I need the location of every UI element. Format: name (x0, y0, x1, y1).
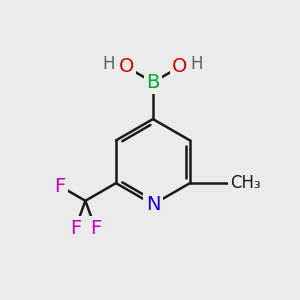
Text: F: F (90, 219, 101, 238)
Text: B: B (146, 73, 160, 92)
Text: F: F (70, 219, 81, 238)
Text: O: O (118, 57, 134, 76)
Text: O: O (172, 57, 188, 76)
Text: F: F (54, 177, 65, 196)
Text: N: N (146, 195, 160, 214)
Text: H: H (103, 55, 115, 73)
Text: H: H (191, 55, 203, 73)
Text: CH₃: CH₃ (230, 174, 260, 192)
